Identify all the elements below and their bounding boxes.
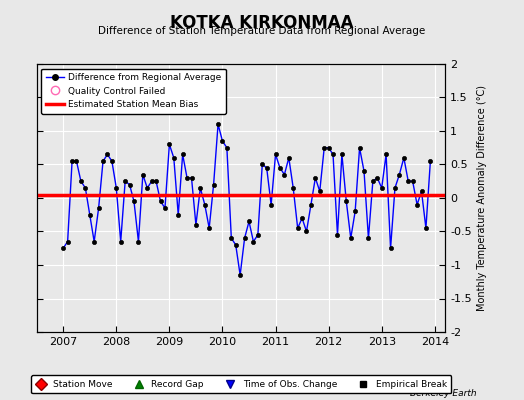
Legend: Difference from Regional Average, Quality Control Failed, Estimated Station Mean: Difference from Regional Average, Qualit… <box>41 68 226 114</box>
Legend: Station Move, Record Gap, Time of Obs. Change, Empirical Break: Station Move, Record Gap, Time of Obs. C… <box>31 376 451 394</box>
Text: Berkeley Earth: Berkeley Earth <box>410 389 477 398</box>
Text: KOTKA KIRKONMAA: KOTKA KIRKONMAA <box>170 14 354 32</box>
Text: Difference of Station Temperature Data from Regional Average: Difference of Station Temperature Data f… <box>99 26 425 36</box>
Y-axis label: Monthly Temperature Anomaly Difference (°C): Monthly Temperature Anomaly Difference (… <box>477 85 487 311</box>
